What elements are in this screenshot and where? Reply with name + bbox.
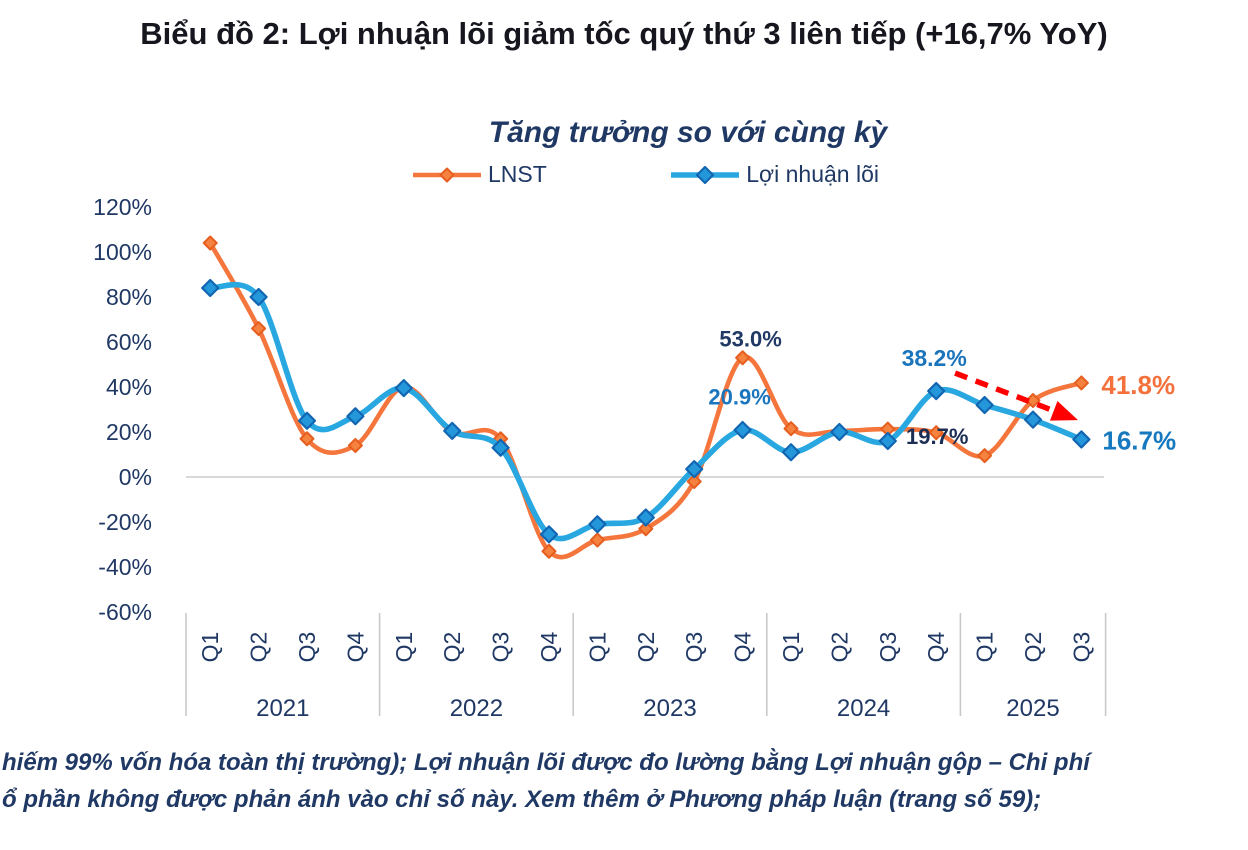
quarter-label: Q4 bbox=[730, 631, 756, 662]
core-profit-line-marker-icon bbox=[671, 165, 740, 184]
legend-label-core-profit: Lợi nhuận lõi bbox=[746, 161, 879, 187]
quarter-label: Q2 bbox=[246, 632, 272, 663]
quarter-label: Q1 bbox=[197, 632, 223, 663]
year-label: 2022 bbox=[450, 695, 503, 722]
quarter-label: Q3 bbox=[1068, 632, 1094, 663]
footnote-line-1: hiếm 99% vốn hóa toàn thị trường); Lợi n… bbox=[2, 749, 1090, 776]
footnote-line-2: ổ phần không được phản ánh vào chỉ số nà… bbox=[2, 786, 1042, 813]
year-label: 2025 bbox=[1006, 695, 1059, 722]
year-label: 2021 bbox=[256, 695, 309, 722]
downtrend-arrow bbox=[954, 370, 1079, 421]
quarter-label: Q2 bbox=[1020, 632, 1046, 663]
y-tick-label: 20% bbox=[106, 419, 152, 445]
data-point-label: 16.7% bbox=[1102, 425, 1176, 455]
legend-label-lnst: LNST bbox=[488, 161, 547, 187]
year-label: 2024 bbox=[837, 695, 890, 722]
quarter-label: Q4 bbox=[536, 631, 562, 662]
x-axis-quarter-labels: Q1 Q2 Q3 Q4 Q1 Q2 Q3 Q4 Q1 Q2 Q3 Q4 Q1 Q2 Q3 Q4 Q1 Q2 Q3 bbox=[197, 631, 1094, 662]
quarter-label: Q3 bbox=[875, 632, 901, 663]
quarter-label: Q2 bbox=[633, 632, 659, 663]
quarter-label: Q4 bbox=[923, 631, 949, 662]
quarter-label: Q1 bbox=[391, 632, 417, 663]
quarter-label: Q3 bbox=[294, 632, 320, 663]
y-tick-label: -60% bbox=[98, 599, 152, 625]
series-markers-core-profit bbox=[201, 278, 1091, 544]
footnote: hiếm 99% vốn hóa toàn thị trường); Lợi n… bbox=[2, 744, 1248, 818]
quarter-label: Q1 bbox=[778, 632, 804, 663]
legend-item-core-profit: Lợi nhuận lõi bbox=[671, 161, 879, 188]
data-point-label: 41.8% bbox=[1101, 370, 1175, 400]
y-tick-label: 100% bbox=[93, 239, 152, 265]
data-point-label: 20.9% bbox=[708, 384, 770, 409]
y-tick-label: -40% bbox=[98, 554, 152, 580]
y-tick-label: 120% bbox=[93, 194, 152, 220]
legend-item-lnst: LNST bbox=[413, 161, 547, 188]
y-tick-label: 40% bbox=[106, 374, 152, 400]
quarter-label: Q3 bbox=[681, 632, 707, 663]
chart-legend: LNST Lợi nhuận lõi bbox=[413, 161, 879, 188]
data-point-label: 19.7% bbox=[906, 424, 968, 449]
quarter-label: Q2 bbox=[439, 632, 465, 663]
chart-subtitle: Tăng trưởng so với cùng kỳ bbox=[488, 116, 888, 149]
quarter-label: Q1 bbox=[972, 632, 998, 663]
quarter-label: Q3 bbox=[488, 632, 514, 663]
quarter-label: Q1 bbox=[584, 632, 610, 663]
chart-title: Biểu đồ 2: Lợi nhuận lõi giảm tốc quý th… bbox=[140, 16, 1108, 51]
series-line-core-profit bbox=[207, 281, 1085, 542]
data-point-label: 53.0% bbox=[719, 326, 781, 351]
y-tick-label: 80% bbox=[106, 284, 152, 310]
year-separators bbox=[185, 613, 1107, 716]
series-line-lnst bbox=[207, 240, 1084, 560]
y-axis-tick-labels: 120% 100% 80% 60% 40% 20% 0% -20% -40% -60% bbox=[93, 194, 152, 625]
year-label: 2023 bbox=[643, 695, 696, 722]
lnst-line-marker-icon bbox=[413, 167, 481, 182]
y-tick-label: -20% bbox=[98, 509, 152, 535]
data-point-labels: 53.0% 20.9% 38.2% 19.7% 41.8% 16.7% bbox=[708, 326, 1176, 455]
y-tick-label: 0% bbox=[119, 464, 152, 490]
x-axis-year-labels: 2021 2022 2023 2024 2025 bbox=[256, 695, 1060, 722]
y-tick-label: 60% bbox=[106, 329, 152, 355]
quarter-label: Q2 bbox=[826, 632, 852, 663]
data-point-label: 38.2% bbox=[902, 345, 967, 371]
quarter-label: Q4 bbox=[342, 631, 368, 662]
